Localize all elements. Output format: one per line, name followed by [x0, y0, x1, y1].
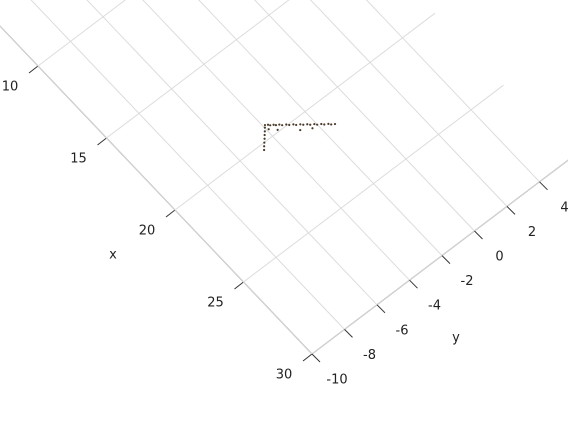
- point: [306, 123, 309, 126]
- y-tick-label: -2: [461, 274, 474, 289]
- y-tick: [376, 304, 386, 314]
- x-axis-label: x: [109, 248, 117, 263]
- y-tick-label: -4: [428, 299, 441, 314]
- grid-line: [365, 0, 540, 183]
- y-tick: [409, 279, 418, 289]
- grid-line: [198, 0, 443, 256]
- x-tick: [97, 137, 107, 146]
- point: [327, 122, 330, 125]
- point: [262, 148, 266, 152]
- grid-line: [0, 25, 313, 355]
- grid-line: [254, 0, 475, 232]
- point: [274, 124, 278, 127]
- point: [263, 141, 266, 144]
- grid-line: [142, 0, 410, 281]
- point: [316, 123, 319, 126]
- point: [263, 123, 267, 127]
- x-tick-label: 20: [139, 224, 156, 239]
- point: [285, 123, 288, 126]
- point: [269, 124, 272, 127]
- point: [299, 123, 302, 126]
- y-axis-label: y: [452, 331, 460, 346]
- point: [267, 128, 270, 131]
- grid-line: [86, 0, 378, 306]
- point: [272, 123, 275, 126]
- point: [311, 127, 314, 130]
- point: [313, 122, 316, 126]
- point: [263, 137, 266, 140]
- x-tick-label: 10: [2, 80, 19, 95]
- y-tick-label: 2: [528, 225, 536, 240]
- x-tick: [302, 353, 313, 362]
- y-tick-label: -10: [326, 373, 347, 388]
- point: [295, 123, 298, 127]
- y-tick: [506, 206, 516, 215]
- x-tick: [28, 65, 39, 74]
- grid-line: [309, 0, 508, 207]
- point: [263, 126, 266, 129]
- grid-line: [37, 0, 127, 67]
- point: [320, 122, 323, 126]
- point: [281, 124, 284, 127]
- point: [278, 123, 281, 126]
- point: [302, 123, 305, 126]
- x-axis: [0, 25, 313, 355]
- point: [333, 122, 337, 126]
- point: [263, 130, 266, 133]
- x-tick: [234, 281, 244, 290]
- y-tick: [539, 181, 548, 191]
- point: [263, 133, 266, 137]
- y-tick-label: 4: [560, 200, 568, 215]
- point: [266, 123, 270, 126]
- point: [330, 123, 333, 126]
- grid-line: [106, 0, 290, 139]
- y-tick: [311, 353, 321, 363]
- point: [323, 123, 326, 126]
- x-tick: [165, 209, 176, 218]
- y-tick-label: 0: [495, 250, 503, 265]
- grid-line: [30, 0, 345, 330]
- y-tick: [474, 230, 483, 240]
- y-tick: [344, 329, 353, 338]
- x-tick-label: 30: [276, 368, 293, 383]
- grid-line: [311, 159, 568, 355]
- point: [263, 145, 266, 148]
- point: [292, 123, 295, 126]
- point: [309, 123, 312, 126]
- y-tick: [441, 255, 451, 264]
- y-tick-label: -6: [396, 323, 409, 338]
- x-tick-label: 15: [70, 152, 87, 167]
- point: [276, 128, 279, 131]
- x-tick-label: 25: [207, 296, 224, 311]
- point: [288, 123, 291, 127]
- point: [299, 128, 302, 132]
- y-tick-label: -8: [363, 348, 376, 363]
